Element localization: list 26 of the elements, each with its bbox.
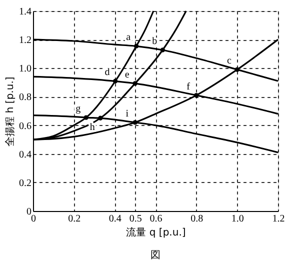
annotation: c xyxy=(226,56,232,67)
y-tick-label: 0.8 xyxy=(19,92,32,104)
annotation: a xyxy=(126,32,132,44)
annotation: h xyxy=(90,122,95,134)
x-tick-label: 0.5 xyxy=(129,214,142,224)
x-tick-label: 0.8 xyxy=(190,214,204,224)
x-tick-label: 0.2 xyxy=(68,214,81,224)
y-tick-label: 1.2 xyxy=(19,35,32,46)
annotation: e xyxy=(124,69,130,80)
y-tick-label: 0.4 xyxy=(19,149,32,160)
text: 図 xyxy=(150,250,160,261)
y-tick-label: 0.6 xyxy=(19,120,32,132)
annotation: g xyxy=(76,104,81,115)
x-tick-label: 1.0 xyxy=(231,214,244,224)
x-axis-title: 流量 q [p.u.] xyxy=(126,226,186,238)
annotation: i xyxy=(126,108,129,120)
annotation: d xyxy=(104,67,110,78)
y-tick-label: 1.0 xyxy=(19,64,32,75)
x-tick-label: 1.2 xyxy=(272,214,285,224)
annotation: f xyxy=(186,81,191,92)
x-tick-label: 0.4 xyxy=(108,214,122,224)
x-tick-label: 0.6 xyxy=(150,214,162,224)
y-tick-label: 1.4 xyxy=(19,6,32,18)
y-tick-label: 0 xyxy=(26,206,32,218)
y-axis-title: 全揚程 h [p.u.] xyxy=(4,76,16,146)
y-tick-label: 0.2 xyxy=(19,178,32,189)
